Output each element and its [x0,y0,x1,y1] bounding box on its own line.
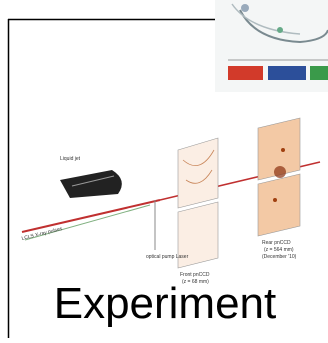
label-pump: optical pump Laser [146,254,189,260]
inset-box-green [310,66,328,80]
rear-detector [258,174,300,236]
rear-signal [273,198,277,202]
inset-figure [215,0,328,92]
slide-title: Experiment [54,279,277,328]
front-detector [178,138,218,208]
inset-box-red [228,66,263,80]
label-front: Front pnCCD [180,272,210,278]
label-rear: Rear pnCCD [262,240,291,246]
rear-signal [281,148,285,152]
inset-dot [277,27,283,33]
rear-signal [274,166,286,178]
label-liquid-jet: Liquid jet [60,156,81,162]
slide-thumbnail: Liquid jet LCLS X-ray pulses optical pum… [0,0,328,338]
label-rear-z: (z = 564 mm) [264,247,294,253]
inset-box-blue [268,66,306,80]
label-date: (December '10) [262,254,297,260]
inset-dot [241,4,249,12]
